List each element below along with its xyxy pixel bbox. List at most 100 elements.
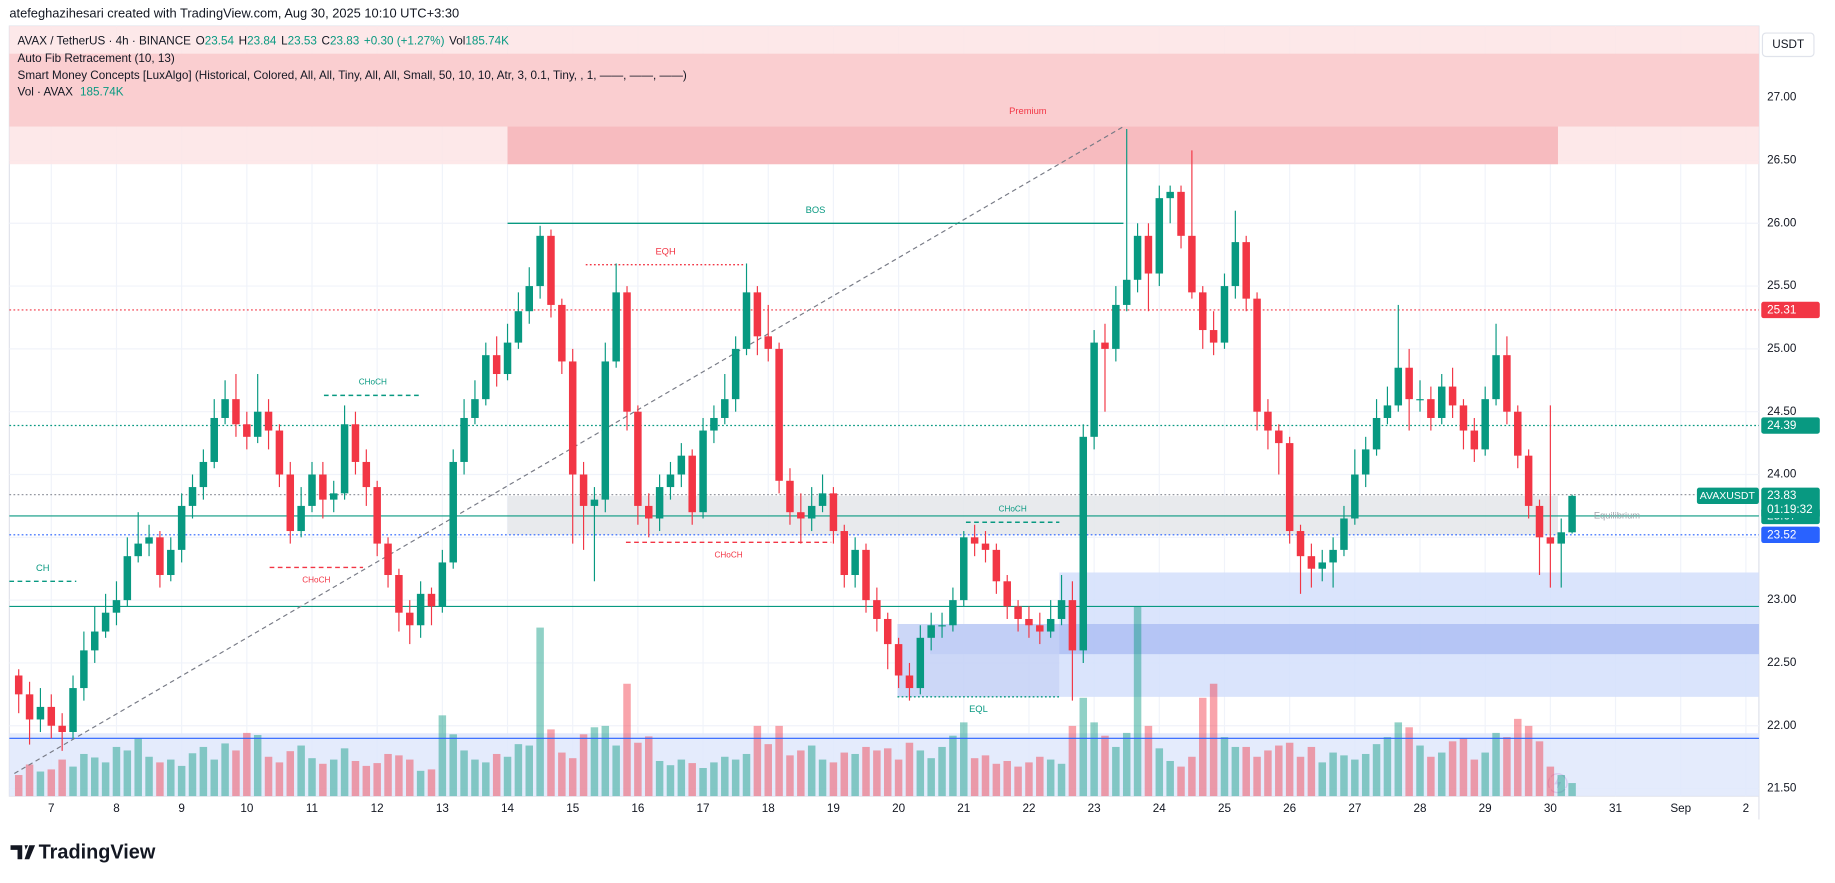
candle-body [1448, 386, 1457, 406]
volume-bar [1361, 753, 1370, 797]
volume-bar [1459, 738, 1468, 797]
volume-bar [482, 762, 490, 797]
x-tick-label: 15 [566, 802, 580, 815]
volume-bar [406, 759, 414, 797]
candle-body [80, 650, 88, 689]
candle-body [1057, 600, 1066, 619]
volume-bar [655, 760, 664, 797]
candle-body [275, 430, 284, 475]
volume-bar [949, 735, 957, 797]
volume-bar [1199, 697, 1207, 797]
volume-bar [395, 755, 403, 797]
symbol-label: AVAXUSDT [1700, 490, 1756, 502]
price-label: 25.31 [1767, 304, 1796, 317]
candle-body [514, 311, 523, 343]
structure-label: CHoCH [714, 550, 742, 559]
structure-label: BOS [806, 205, 826, 215]
volume-bar [1340, 755, 1348, 797]
price-label: 24.39 [1767, 419, 1796, 432]
candle-body [1209, 330, 1218, 343]
volume-bar [883, 748, 892, 797]
volume-bar [232, 750, 240, 797]
volume-bar [666, 765, 675, 797]
candle-body [1372, 417, 1381, 450]
last-price-box [1761, 487, 1820, 519]
volume-bar [275, 762, 284, 797]
candle-body [1416, 399, 1424, 401]
x-tick-label: 20 [892, 802, 906, 815]
fib-line [14, 126, 1124, 774]
candle-body [1112, 304, 1120, 349]
volume-bar [47, 769, 56, 797]
volume-bar [1557, 775, 1565, 797]
volume-bar [1351, 759, 1359, 797]
volume-bar [145, 756, 153, 797]
y-tick-label: 22.00 [1767, 719, 1797, 732]
structure-label: CHoCH [359, 378, 387, 387]
volume-bar [851, 753, 859, 797]
candle-body [1340, 518, 1348, 550]
volume-bar [134, 738, 142, 797]
volume-bar [558, 752, 566, 797]
candle-body [286, 474, 295, 532]
candle-body [764, 336, 772, 349]
candle-body [427, 593, 436, 607]
y-tick-label: 23.00 [1767, 593, 1797, 606]
x-tick-label: 9 [178, 802, 185, 815]
candle-body [36, 706, 45, 720]
volume-bar [188, 753, 197, 797]
volume-bar [308, 758, 316, 797]
candle-body [992, 549, 1001, 582]
volume-bar [916, 750, 925, 797]
countdown: 01:19:32 [1767, 503, 1812, 516]
structure-label: CHoCH [999, 505, 1027, 514]
volume-bar [1036, 756, 1044, 797]
volume-bar [992, 763, 1001, 797]
candle-body [894, 644, 903, 676]
candle-body [1253, 298, 1261, 412]
volume-bar [264, 756, 273, 797]
y-tick-label: 24.50 [1767, 405, 1797, 418]
volume-bar [1101, 735, 1109, 797]
legend-value: 23.83 [330, 34, 359, 47]
candle-body [199, 461, 208, 488]
watermark: atefeghazihesari created with TradingVie… [9, 6, 459, 21]
volume-bar [1068, 725, 1077, 797]
y-tick-label: 26.50 [1767, 154, 1797, 167]
currency-box[interactable] [1761, 32, 1815, 58]
candle-body [25, 694, 34, 720]
price-label-box [1761, 301, 1820, 319]
volume-bar [1264, 750, 1272, 797]
candle-body [688, 455, 696, 513]
volume-bar [199, 746, 208, 797]
currency: USDT [1772, 38, 1804, 51]
candle-body [960, 537, 968, 601]
volume-bar [58, 759, 66, 797]
candle-body [177, 505, 186, 550]
volume-bar [699, 768, 707, 797]
price-label: 23.52 [1767, 528, 1796, 541]
volume-bar [1416, 745, 1424, 797]
candle-body [862, 549, 870, 601]
volume-bar [243, 732, 251, 797]
volume-bar [786, 755, 794, 797]
candle-body [1079, 436, 1088, 651]
structure-label: CH [36, 563, 50, 573]
candle-body [1133, 235, 1142, 280]
candle-body [1470, 430, 1479, 450]
price-label-box [1761, 526, 1820, 543]
candle-body [1036, 625, 1044, 632]
volume-bar [645, 736, 653, 797]
zone-label: Equilibrium [1594, 510, 1640, 520]
candle-body [1318, 562, 1326, 569]
y-tick-label: 25.00 [1767, 342, 1797, 355]
volume-bar [568, 758, 577, 797]
volume-bar [1112, 746, 1120, 797]
volume-bar [742, 753, 751, 797]
candle-body [69, 688, 77, 733]
volume-bar [1427, 756, 1435, 797]
volume-bar [905, 742, 914, 797]
candle-body [786, 480, 794, 513]
candle-body [1546, 537, 1555, 544]
volume-bar [634, 742, 642, 797]
